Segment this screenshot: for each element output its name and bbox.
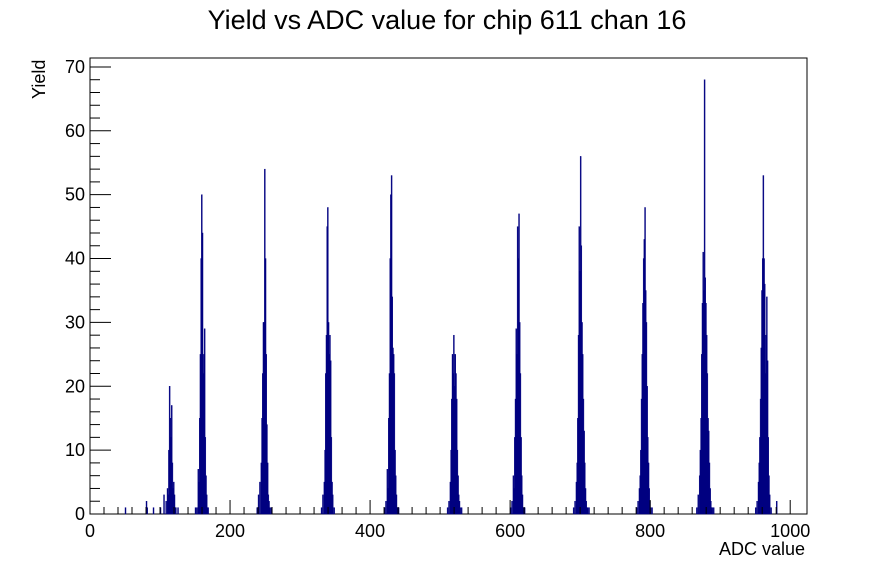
histogram-bin: [257, 494, 260, 515]
histogram-bin: [175, 507, 177, 515]
plot-frame: [89, 57, 808, 515]
histogram-bin: [574, 501, 576, 515]
histogram-bin: [756, 501, 758, 515]
histogram-bin: [395, 494, 398, 515]
y-tick-label: 70: [65, 57, 85, 77]
x-axis: 0 200 400 600 800 1000: [85, 500, 810, 541]
y-tick-label: 50: [65, 185, 85, 205]
histogram-bin: [152, 507, 155, 515]
y-tick-label: 30: [65, 312, 85, 332]
histogram-bin: [196, 507, 198, 515]
histogram-bin: [712, 507, 715, 515]
x-axis-title: ADC value: [719, 539, 805, 559]
histogram-bin: [448, 501, 450, 515]
histogram-bin: [256, 507, 258, 515]
histogram-bin: [269, 507, 271, 515]
histogram-bin: [177, 507, 179, 515]
histogram-bin: [754, 507, 757, 515]
x-tick-label: 800: [635, 521, 665, 541]
y-axis: 0 10 20 30 40 50 60 70: [65, 57, 111, 524]
histogram-bin: [165, 501, 167, 515]
histogram-bin: [768, 494, 771, 515]
y-tick-label: 60: [65, 121, 85, 141]
x-tick-label: 600: [495, 521, 525, 541]
histogram-bin: [770, 507, 772, 515]
histogram-bin: [588, 507, 590, 515]
y-tick-label: 20: [65, 376, 85, 396]
histogram-bin: [697, 494, 699, 515]
histogram-bin: [194, 507, 197, 515]
histogram-bin: [266, 462, 269, 515]
histogram-bin: [459, 507, 461, 515]
histogram-bin: [396, 507, 398, 515]
histogram-bin: [146, 507, 148, 515]
x-tick-label: 400: [355, 521, 385, 541]
histogram-bin: [637, 501, 639, 515]
histogram-bin: [460, 507, 463, 515]
histogram-bin: [320, 507, 323, 515]
histogram-bin: [163, 494, 165, 515]
histogram-bin: [511, 501, 513, 515]
histogram-bin: [322, 494, 324, 515]
histogram-bin: [259, 481, 261, 515]
x-tick-label: 0: [85, 521, 95, 541]
y-tick-label: 10: [65, 440, 85, 460]
histogram-bin: [522, 507, 524, 515]
chart-title: Yield vs ADC value for chip 611 chan 16: [208, 5, 687, 35]
histogram-bin: [651, 507, 653, 515]
histogram-bin: [207, 507, 209, 515]
histogram-bin: [333, 507, 335, 515]
histogram-bin: [332, 494, 334, 515]
histogram-bin: [446, 507, 449, 515]
histogram-bin: [330, 437, 333, 515]
histogram-bin: [572, 507, 575, 515]
histogram-bin: [696, 507, 698, 515]
histogram-bars: [124, 79, 778, 515]
histogram-bin: [124, 507, 127, 515]
x-tick-label: 1000: [770, 521, 810, 541]
y-tick-label: 40: [65, 249, 85, 269]
x-tick-label: 200: [215, 521, 245, 541]
histogram-bin: [711, 507, 713, 515]
histogram-bin: [385, 501, 387, 515]
histogram-bin: [586, 507, 589, 515]
y-tick-label: 0: [75, 504, 85, 524]
histogram-bin: [270, 507, 272, 515]
y-axis-title: Yield: [29, 60, 49, 99]
